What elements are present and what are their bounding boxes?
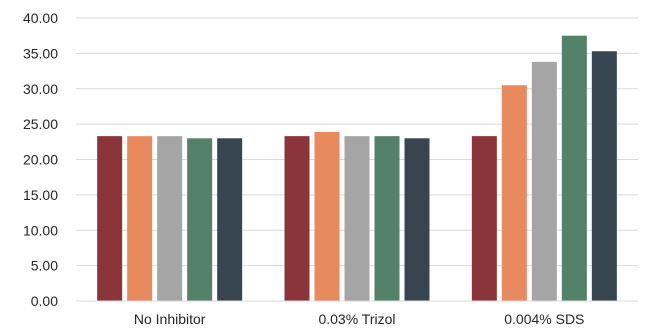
y-tick-label: 35.00 [23, 45, 58, 61]
bar-3-4 [561, 35, 587, 301]
bar-2-4 [374, 136, 400, 301]
bar-2-2 [314, 131, 340, 301]
bar-1-5 [217, 138, 243, 301]
y-axis-tick-labels: 0.00 5.00 10.00 15.00 20.00 25.00 30.00 35.00 40… [23, 10, 58, 309]
bar-2-5 [404, 138, 430, 301]
y-tick-label: 5.00 [31, 258, 58, 274]
bar-3-5 [591, 51, 617, 301]
bar-2-3 [344, 136, 370, 301]
bar-3-2 [501, 85, 527, 302]
bar-2-1 [284, 136, 310, 301]
y-tick-label: 10.00 [23, 222, 58, 238]
x-category-label: No Inhibitor [134, 311, 206, 327]
y-tick-label: 25.00 [23, 116, 58, 132]
y-tick-label: 30.00 [23, 81, 58, 97]
x-axis-category-labels: No Inhibitor 0.03% Trizol 0.004% SDS [134, 311, 585, 327]
bar-1-4 [187, 138, 213, 301]
y-tick-label: 20.00 [23, 152, 58, 168]
bar-1-3 [157, 136, 183, 301]
bar-3-1 [471, 136, 497, 301]
bar-3-3 [531, 61, 557, 301]
bar-1-1 [97, 136, 123, 301]
bars [97, 35, 617, 302]
x-category-label: 0.004% SDS [504, 311, 584, 327]
y-tick-label: 40.00 [23, 10, 58, 26]
y-tick-label: 15.00 [23, 187, 58, 203]
bar-1-2 [127, 136, 153, 301]
x-category-label: 0.03% Trizol [318, 311, 395, 327]
y-tick-label: 0.00 [31, 293, 58, 309]
